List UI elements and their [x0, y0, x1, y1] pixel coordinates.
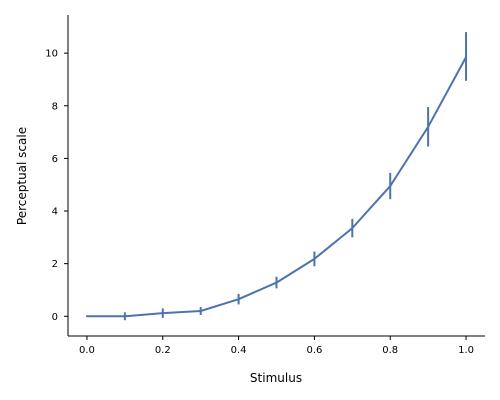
y-tick-label: 8: [52, 101, 58, 112]
x-axis-label: Stimulus: [250, 371, 302, 385]
x-tick-label: 1.0: [458, 345, 474, 356]
y-tick-label: 0: [52, 312, 58, 323]
ticks: 0.0 0.2 0.4 0.6 0.8 1.0 0 2 4 6 8 10: [45, 49, 474, 356]
x-tick-label: 0.2: [155, 345, 171, 356]
x-tick-label: 0.6: [306, 345, 322, 356]
series-line: [85, 56, 468, 318]
series-lines: [85, 56, 468, 318]
x-tick-label: 0.0: [79, 345, 95, 356]
y-tick-label: 2: [52, 259, 58, 270]
y-axis-label: Perceptual scale: [15, 127, 29, 225]
axes: [67, 15, 485, 337]
error-bars: [123, 32, 468, 321]
y-tick-label: 6: [52, 154, 58, 165]
y-tick-label: 4: [52, 207, 58, 218]
x-tick-label: 0.4: [231, 345, 247, 356]
x-tick-label: 0.8: [382, 345, 398, 356]
y-tick-label: 10: [45, 49, 58, 60]
